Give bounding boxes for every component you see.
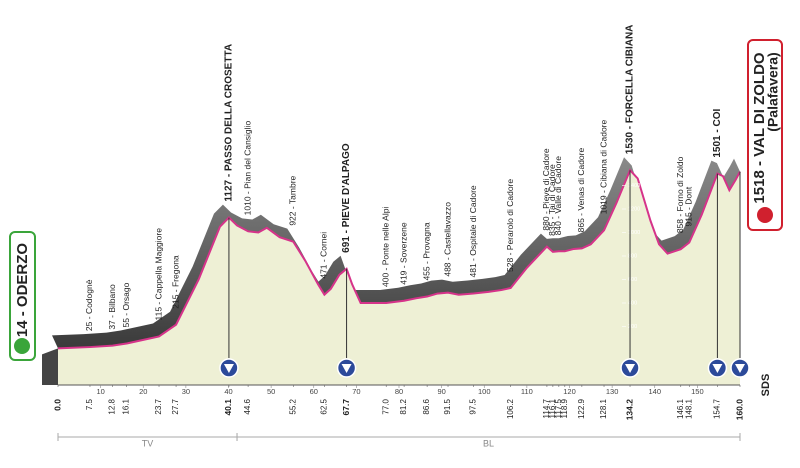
y-tick-label: 400 [628, 300, 637, 306]
waypoint-label: 419 - Soverzene [398, 222, 408, 285]
km-label: 27.7 [171, 398, 180, 414]
km-label: 23.7 [154, 398, 163, 414]
km-label: 55.2 [288, 398, 297, 414]
x-tick-label: 120 [563, 387, 576, 396]
km-label: 148.1 [684, 398, 693, 419]
waypoint-label: 115 - Cappella Maggiore [153, 228, 163, 321]
y-tick-label: 1400 [628, 183, 640, 189]
y-tick-label: 600 [628, 277, 637, 283]
summit-label: 1530 - FORCELLA CIBIANA [625, 25, 636, 155]
kom-triangle [625, 364, 636, 373]
waypoint-label: 858 - Forno di Zoldo [675, 156, 685, 233]
y-tick-label: 200 [628, 324, 637, 330]
km-label: 128.1 [599, 398, 608, 419]
summit-label: 1501 - COI [712, 108, 723, 157]
km-label: 122.9 [577, 398, 586, 419]
waypoint-label: 215 - Fregona [170, 255, 180, 309]
start-label: 14 - ODERZO [14, 243, 31, 338]
km-label: 118.9 [560, 398, 569, 418]
km-label: 12.8 [108, 398, 117, 414]
ground-edge [42, 348, 58, 385]
waypoint-label: 922 - Tambre [288, 175, 298, 225]
km-label: 160.0 [734, 399, 744, 421]
km-label: 7.5 [85, 398, 94, 410]
x-tick-label: 50 [267, 387, 275, 396]
x-tick-label: 20 [139, 387, 147, 396]
waypoint-label: 471 - Cornei [319, 232, 329, 279]
waypoint-label: 481 - Ospitale di Cadore [468, 185, 478, 277]
profile-line [57, 168, 741, 350]
logo: SDS [760, 374, 772, 397]
start-box [9, 231, 36, 361]
x-tick-label: 100 [478, 387, 491, 396]
kom-triangle [223, 364, 234, 373]
km-label: 44.6 [243, 398, 252, 414]
waypoint-label: 835 - Tai di Cadore [547, 164, 557, 236]
km-label: 16.1 [122, 398, 131, 414]
province-label: TV [142, 438, 154, 448]
finish-icon [757, 207, 773, 223]
km-label: 62.5 [320, 398, 329, 414]
kom-triangle [341, 364, 352, 373]
waypoint-label: 1010 - Pian del Cansiglio [242, 121, 252, 216]
waypoint-label: 55 - Orsago [121, 282, 131, 327]
x-tick-label: 80 [395, 387, 403, 396]
waypoint-label: 528 - Perarolo di Cadore [505, 179, 515, 272]
start-icon [14, 338, 30, 354]
x-tick-label: 60 [310, 387, 318, 396]
km-label: 91.5 [443, 398, 452, 414]
waypoint-label: 455 - Provagna [421, 222, 431, 280]
km-label: 81.2 [399, 398, 408, 414]
waypoint-label: 25 - Codognè [84, 279, 94, 331]
km-label: 77.0 [381, 398, 390, 414]
km-label: 67.7 [341, 399, 351, 416]
waypoint-label: 915 - Dont [684, 186, 694, 226]
waypoint-label: 865 - Venas di Cadore [576, 148, 586, 233]
waypoint-label: 840 - Valle di Cadore [553, 156, 563, 235]
finish-sublabel: (Palafavera) [765, 52, 781, 131]
finish-label: 1518 - VAL DI ZOLDO [751, 52, 768, 203]
province-label: BL [483, 438, 494, 448]
waypoint-label: 400 - Ponte nelle Alpi [380, 207, 390, 287]
km-label: 114.7 [542, 398, 551, 418]
x-tick-label: 90 [437, 387, 445, 396]
x-tick-label: 110 [521, 387, 533, 396]
summit-label: 691 - PIEVE D'ALPAGO [341, 143, 352, 253]
km-label: 0.0 [52, 399, 62, 411]
km-label: 116.1 [548, 398, 557, 418]
x-tick-label: 70 [352, 387, 360, 396]
x-tick-label: 40 [224, 387, 232, 396]
km-label: 97.5 [469, 398, 478, 414]
y-tick-label: 800 [628, 253, 637, 259]
kom-triangle [712, 364, 723, 373]
y-tick-label: 1000 [628, 230, 640, 236]
y-tick-label: 1200 [628, 206, 640, 212]
summit-label: 1127 - PASSO DELLA CROSETTA [224, 44, 235, 202]
km-label: 117.5 [554, 398, 563, 418]
x-tick-label: 10 [96, 387, 104, 396]
x-tick-label: 150 [691, 387, 704, 396]
km-label: 146.1 [676, 398, 685, 419]
waypoint-label: 880 - Pieve di Cadore [541, 148, 551, 230]
km-label: 40.1 [223, 399, 233, 416]
finish-box [747, 39, 783, 231]
waypoint-label: 488 - Castellavazzo [442, 202, 452, 277]
waypoint-label: 1019 - Cibiana di Cadore [598, 119, 608, 214]
kom-triangle [735, 364, 745, 373]
x-tick-label: 130 [606, 387, 619, 396]
km-label: 86.6 [422, 398, 431, 414]
x-tick-label: 30 [182, 387, 190, 396]
km-label: 134.2 [624, 399, 634, 421]
km-label: 154.7 [713, 398, 722, 419]
x-tick-label: 140 [648, 387, 661, 396]
km-label: 106.2 [506, 398, 515, 419]
waypoint-label: 37 - Bilbano [107, 284, 117, 330]
